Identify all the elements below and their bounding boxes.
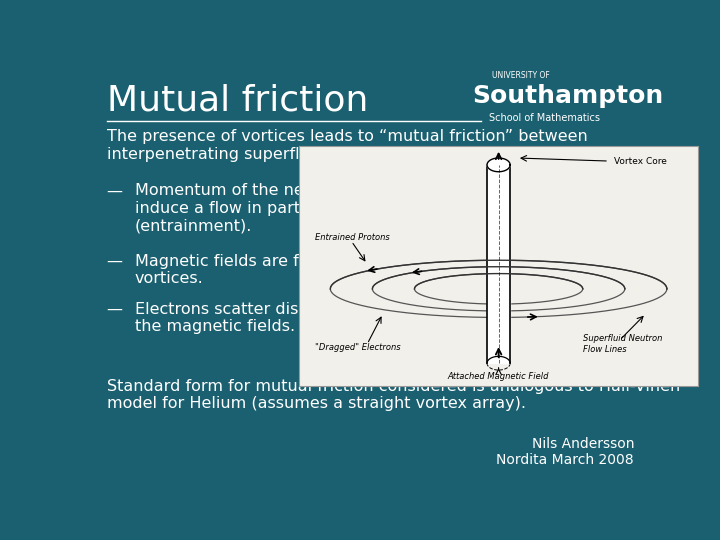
- Text: Nils Andersson
Nordita March 2008: Nils Andersson Nordita March 2008: [496, 437, 634, 467]
- Text: The presence of vortices leads to “mutual friction” between
interpenetrating sup: The presence of vortices leads to “mutua…: [107, 129, 595, 161]
- Text: —: —: [107, 183, 122, 198]
- Text: Momentum of the neutrons will
induce a flow in part of  the protons
(entrainment: Momentum of the neutrons will induce a f…: [135, 183, 423, 233]
- Text: Southampton: Southampton: [472, 84, 664, 107]
- Text: "Dragged" Electrons: "Dragged" Electrons: [315, 343, 400, 353]
- Text: Standard form for mutual friction considered is analogous to Hall-Vinen
model fo: Standard form for mutual friction consid…: [107, 379, 680, 411]
- Text: Entrained Protons: Entrained Protons: [315, 233, 390, 242]
- Text: UNIVERSITY OF: UNIVERSITY OF: [492, 71, 549, 80]
- Text: Vortex Core: Vortex Core: [614, 157, 667, 166]
- Text: Magnetic fields are formed on the
vortices.: Magnetic fields are formed on the vortic…: [135, 254, 407, 286]
- Text: Mutual friction: Mutual friction: [107, 84, 368, 118]
- Text: —: —: [107, 302, 122, 317]
- Text: Electrons scatter dissipatively off
the magnetic fields.: Electrons scatter dissipatively off the …: [135, 302, 401, 334]
- Text: School of Mathematics: School of Mathematics: [489, 113, 600, 124]
- Polygon shape: [487, 158, 510, 172]
- Text: Attached Magnetic Field: Attached Magnetic Field: [448, 372, 549, 381]
- Text: Superfluid Neutron
Flow Lines: Superfluid Neutron Flow Lines: [582, 334, 662, 354]
- Text: —: —: [107, 254, 122, 269]
